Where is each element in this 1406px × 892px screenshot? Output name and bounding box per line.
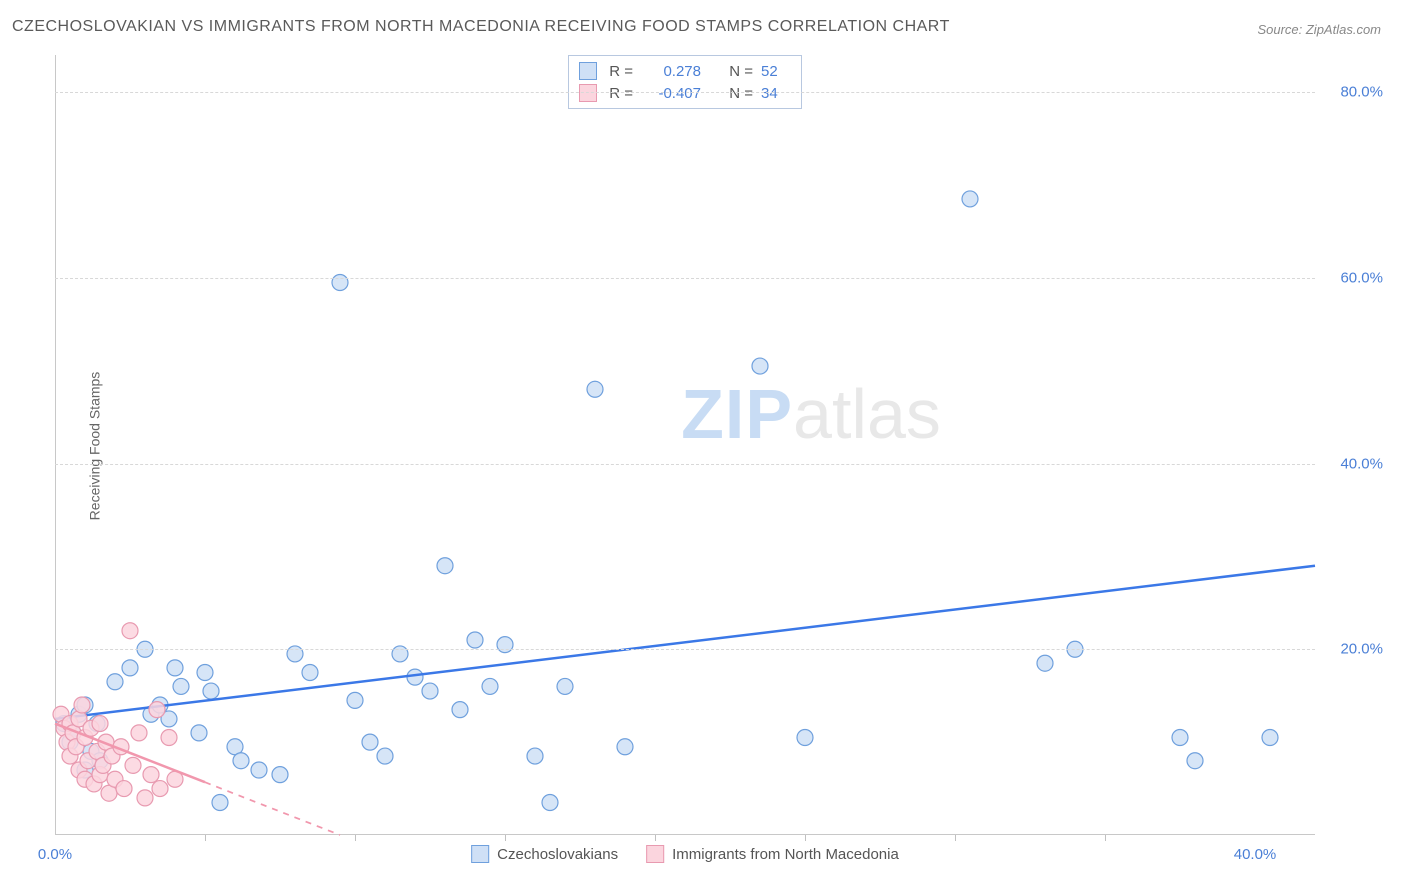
data-point xyxy=(347,692,363,708)
data-point xyxy=(116,781,132,797)
stats-legend: R =0.278N =52R =-0.407N =34 xyxy=(568,55,802,109)
data-point xyxy=(167,660,183,676)
data-point xyxy=(542,795,558,811)
data-point xyxy=(1037,655,1053,671)
gridline xyxy=(55,464,1315,465)
stat-r-label: R = xyxy=(605,63,633,80)
data-point xyxy=(203,683,219,699)
data-point xyxy=(482,678,498,694)
data-point xyxy=(272,767,288,783)
data-point xyxy=(1172,730,1188,746)
data-point xyxy=(1187,753,1203,769)
series-legend: Czechoslovakians Immigrants from North Ma… xyxy=(471,845,899,863)
data-point xyxy=(377,748,393,764)
data-point xyxy=(797,730,813,746)
x-tick-label: 40.0% xyxy=(1234,846,1277,863)
data-point xyxy=(125,757,141,773)
data-point xyxy=(122,623,138,639)
x-tick-mark xyxy=(955,835,956,841)
legend-swatch xyxy=(579,62,597,80)
data-point xyxy=(137,790,153,806)
data-point xyxy=(107,674,123,690)
x-tick-mark xyxy=(355,835,356,841)
data-point xyxy=(467,632,483,648)
legend-label: Immigrants from North Macedonia xyxy=(672,846,899,863)
data-point xyxy=(173,678,189,694)
x-tick-label: 0.0% xyxy=(38,846,72,863)
data-point xyxy=(587,381,603,397)
data-point xyxy=(149,702,165,718)
x-tick-mark xyxy=(205,835,206,841)
gridline xyxy=(55,278,1315,279)
stat-n-label: N = xyxy=(725,63,753,80)
data-point xyxy=(74,697,90,713)
data-point xyxy=(452,702,468,718)
stat-r-value: 0.278 xyxy=(641,63,701,80)
series-legend-item: Czechoslovakians xyxy=(471,845,618,863)
data-point xyxy=(152,781,168,797)
data-point xyxy=(527,748,543,764)
data-point xyxy=(422,683,438,699)
x-tick-mark xyxy=(805,835,806,841)
y-tick-label: 60.0% xyxy=(1340,269,1383,286)
data-point xyxy=(437,558,453,574)
y-tick-label: 40.0% xyxy=(1340,455,1383,472)
data-point xyxy=(131,725,147,741)
data-point xyxy=(302,665,318,681)
legend-label: Czechoslovakians xyxy=(497,846,618,863)
data-point xyxy=(212,795,228,811)
data-point xyxy=(752,358,768,374)
chart-title: CZECHOSLOVAKIAN VS IMMIGRANTS FROM NORTH… xyxy=(12,18,950,36)
plot-area: ZIPatlas R =0.278N =52R =-0.407N =34 20.… xyxy=(55,55,1315,835)
y-tick-label: 20.0% xyxy=(1340,641,1383,658)
source-label: Source: ZipAtlas.com xyxy=(1257,22,1381,37)
trend-line xyxy=(55,566,1315,719)
plot-svg xyxy=(55,55,1315,835)
x-tick-mark xyxy=(655,835,656,841)
stat-n-value: 52 xyxy=(761,63,791,80)
data-point xyxy=(161,730,177,746)
data-point xyxy=(407,669,423,685)
data-point xyxy=(617,739,633,755)
data-point xyxy=(191,725,207,741)
gridline xyxy=(55,649,1315,650)
series-legend-item: Immigrants from North Macedonia xyxy=(646,845,899,863)
data-point xyxy=(197,665,213,681)
data-point xyxy=(362,734,378,750)
data-point xyxy=(962,191,978,207)
data-point xyxy=(251,762,267,778)
data-point xyxy=(1262,730,1278,746)
gridline xyxy=(55,92,1315,93)
data-point xyxy=(143,767,159,783)
data-point xyxy=(557,678,573,694)
data-point xyxy=(233,753,249,769)
legend-swatch xyxy=(646,845,664,863)
data-point xyxy=(122,660,138,676)
x-tick-mark xyxy=(1105,835,1106,841)
legend-swatch xyxy=(471,845,489,863)
x-tick-mark xyxy=(505,835,506,841)
y-tick-label: 80.0% xyxy=(1340,84,1383,101)
data-point xyxy=(92,716,108,732)
stats-legend-row: R = 0.278 N = 52 xyxy=(579,60,791,82)
